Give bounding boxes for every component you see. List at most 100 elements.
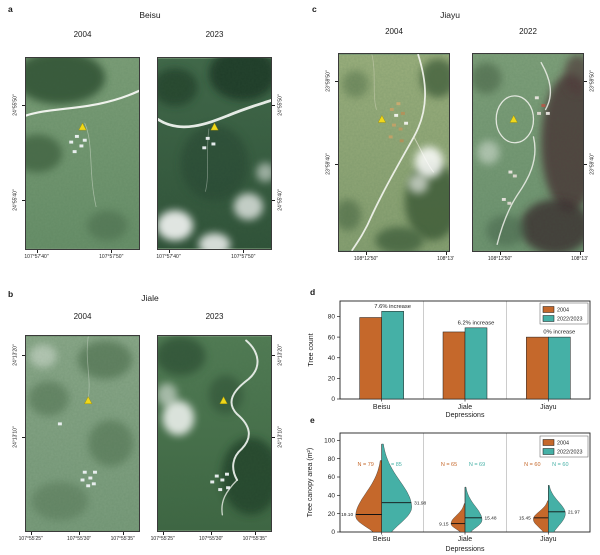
y-tick-label: 100 — [324, 438, 335, 445]
lon-tick — [162, 532, 164, 535]
lon-tick-label: 107°55'25" — [18, 536, 43, 542]
panel-e-letter: e — [310, 415, 315, 425]
building — [534, 96, 539, 100]
cloud — [408, 174, 429, 194]
lat-tick-label: 23°59'50" — [325, 70, 332, 92]
lon-tick — [243, 250, 245, 253]
x-axis-label: Depressions — [446, 546, 485, 553]
lon-tick-label: 108°12'50" — [353, 256, 379, 262]
lon-tick-label: 107°55'35" — [242, 536, 267, 542]
building — [214, 474, 219, 478]
lon-tick — [30, 532, 32, 535]
lat-tick — [335, 80, 338, 82]
building — [541, 104, 546, 108]
building — [220, 478, 225, 482]
building — [389, 108, 394, 111]
lat-tick-label: 23°59'40" — [589, 153, 596, 176]
n-label-Beisu-2022/2023: N = 85 — [385, 462, 401, 468]
building — [394, 113, 399, 117]
satellite-image-b0 — [26, 336, 139, 531]
violin-Beisu-2004 — [355, 460, 382, 533]
x-category-label: Jiayu — [540, 404, 556, 411]
study-site-marker-icon — [219, 396, 228, 404]
panel-a-letter: a — [8, 4, 13, 14]
building — [57, 422, 62, 426]
cloud — [198, 233, 231, 249]
building — [545, 111, 550, 115]
road — [221, 479, 238, 516]
study-site-marker-icon — [210, 122, 219, 131]
building — [205, 136, 210, 140]
cloud — [414, 146, 444, 178]
cloud — [233, 193, 264, 220]
median-label-Jiale-2004: 9.15 — [439, 521, 449, 527]
satellite-map-b-2023 — [157, 335, 272, 532]
building — [211, 142, 216, 146]
building — [86, 484, 91, 488]
lat-tick — [22, 354, 25, 356]
lon-tick-label: 107°57'40" — [156, 254, 181, 260]
loop-road — [495, 95, 535, 144]
lon-tick-label: 108°13' — [437, 256, 454, 262]
road — [26, 89, 139, 117]
satellite-map-a-2023 — [157, 57, 272, 250]
building — [80, 478, 85, 482]
building — [399, 139, 404, 143]
road — [86, 336, 90, 400]
satellite-map-b-2004 — [25, 335, 140, 532]
lon-tick-label: 107°55'35" — [110, 536, 135, 542]
median-label-Jiale-2022/2023: 15.48 — [485, 516, 497, 522]
cloud — [158, 210, 194, 241]
legend-label-2022/2023: 2022/2023 — [557, 317, 582, 323]
x-category-label: Jiayu — [540, 536, 556, 543]
legend-label-2022/2023: 2022/2023 — [557, 450, 582, 456]
lat-tick-label: 23°59'50" — [589, 70, 596, 92]
building — [501, 197, 506, 201]
violin-Jiayu-2022/2023 — [548, 485, 566, 533]
y-tick-label: 20 — [328, 376, 336, 383]
n-label-Jiayu-2004: N = 60 — [524, 462, 540, 468]
bar-chart-tree-count: 0 20 40 60 80 Tree count 7.6% increase Beisu 6.2… — [308, 300, 591, 419]
legend-swatch-2022/2023 — [542, 315, 555, 322]
building — [396, 102, 401, 106]
lat-tick — [584, 80, 587, 82]
lon-tick — [366, 252, 367, 255]
satellite-image-a1 — [158, 58, 271, 249]
study-site-marker-icon — [84, 396, 93, 404]
n-label-Jiale-2004: N = 65 — [441, 462, 457, 468]
building — [69, 140, 74, 144]
lat-tick-label: 24°55'40" — [277, 189, 284, 211]
road — [230, 339, 259, 481]
y-tick-label: 40 — [328, 493, 336, 500]
y-tick-label: 80 — [328, 314, 336, 321]
cloud — [158, 383, 178, 407]
building — [210, 480, 215, 484]
legend-swatch-2004 — [542, 306, 555, 313]
year-label-b-2023: 2023 — [205, 312, 224, 321]
panel-c-title: Jiayu — [440, 10, 460, 20]
lon-tick-label: 108°12'50" — [487, 256, 513, 262]
satellite-image-b1 — [158, 336, 271, 531]
median-label-Jiayu-2004: 15.45 — [519, 516, 531, 522]
legend-swatch-2022/2023 — [542, 448, 555, 455]
study-site-marker-icon — [377, 114, 386, 123]
cloud — [162, 400, 195, 436]
bar-Jiayu-2004 — [526, 336, 549, 400]
lon-tick-label: 108°13' — [571, 256, 588, 262]
median-label-Jiayu-2022/2023: 21.97 — [568, 510, 580, 516]
satellite-image-c0 — [339, 54, 449, 251]
year-label-a-2023: 2023 — [205, 30, 224, 39]
annotation-Jiale: 6.2% increase — [458, 320, 495, 326]
building — [202, 146, 207, 150]
lon-tick-label: 107°57'50" — [231, 254, 256, 260]
lon-tick — [211, 532, 213, 535]
satellite-map-c-2022 — [472, 53, 584, 252]
satellite-map-a-2004 — [25, 57, 140, 250]
lon-tick — [445, 252, 447, 255]
year-label-c-2004: 2004 — [385, 27, 403, 36]
road — [158, 99, 271, 129]
building — [218, 488, 223, 492]
satellite-image-c1 — [473, 54, 583, 251]
year-label-c-2022: 2022 — [519, 27, 537, 36]
road — [371, 54, 377, 110]
